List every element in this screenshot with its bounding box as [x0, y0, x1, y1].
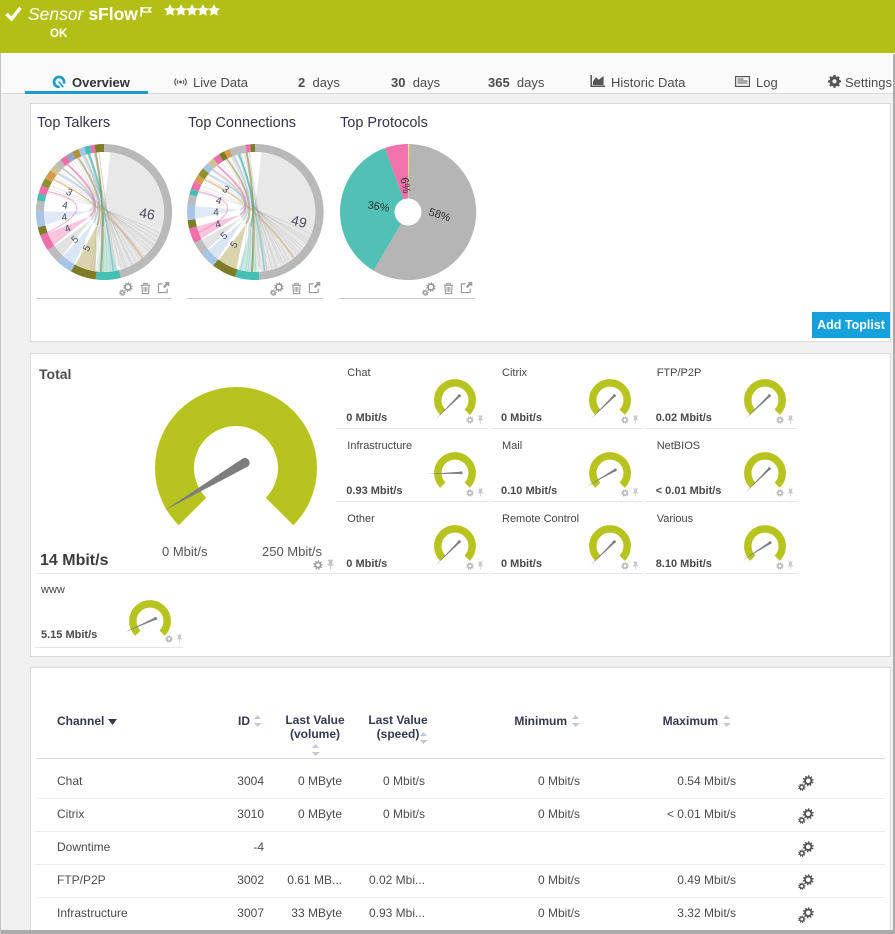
svg-text:4: 4 [61, 212, 68, 224]
svg-text:36%: 36% [367, 199, 391, 214]
svg-text:4: 4 [214, 219, 223, 231]
svg-text:5: 5 [81, 243, 94, 253]
svg-text:4: 4 [63, 223, 73, 235]
svg-text:4: 4 [213, 208, 219, 219]
svg-text:4: 4 [214, 195, 223, 207]
svg-text:5: 5 [70, 234, 82, 246]
svg-text:3: 3 [64, 187, 75, 200]
svg-text:6%: 6% [398, 177, 413, 195]
svg-text:49: 49 [290, 212, 309, 231]
svg-text:5: 5 [219, 230, 230, 242]
svg-text:4: 4 [61, 200, 69, 212]
svg-text:5: 5 [229, 240, 241, 251]
svg-text:3: 3 [220, 184, 232, 196]
svg-text:46: 46 [138, 204, 156, 222]
